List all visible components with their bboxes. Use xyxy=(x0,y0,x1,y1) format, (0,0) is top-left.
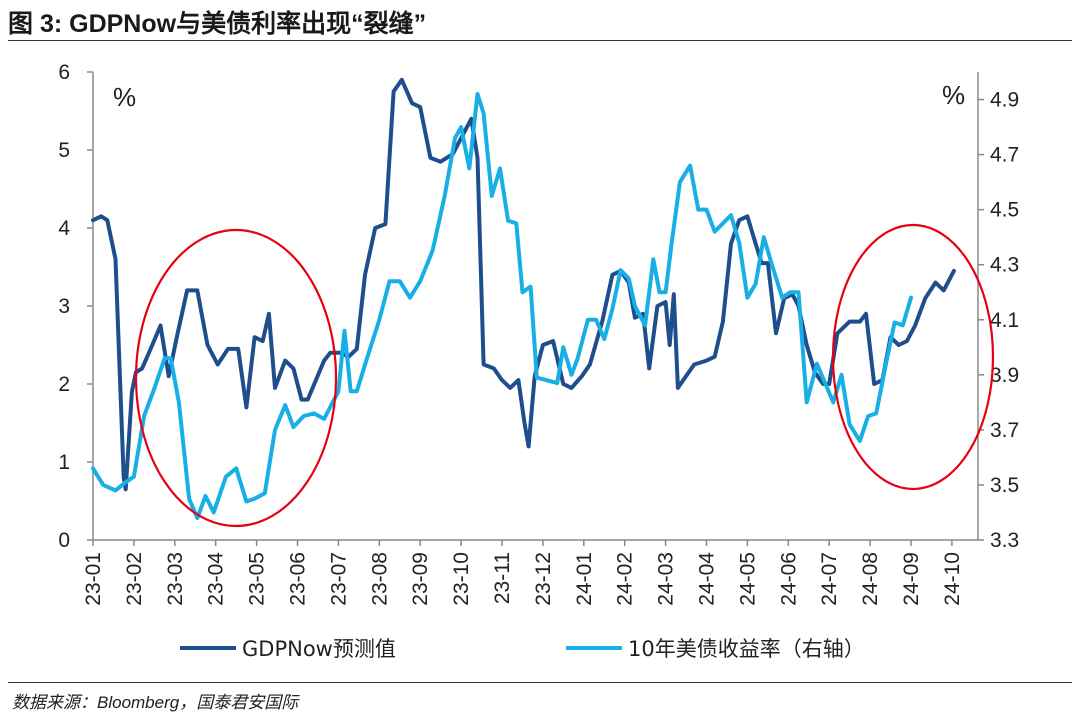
x-tick-label: 23-07 xyxy=(327,552,350,606)
x-tick-label: 23-01 xyxy=(82,552,105,606)
x-tick-label: 24-06 xyxy=(777,552,800,606)
right-tick-label: 3.3 xyxy=(990,529,1019,552)
x-tick-label: 23-09 xyxy=(409,552,432,606)
highlight-ellipse-2024 xyxy=(831,223,995,491)
x-tick-label: 23-10 xyxy=(450,552,473,606)
right-tick-label: 4.9 xyxy=(990,89,1019,112)
x-tick-label: 24-09 xyxy=(900,552,923,606)
left-tick-label: 5 xyxy=(58,139,70,162)
legend-label-treasury: 10年美债收益率（右轴） xyxy=(628,637,865,661)
chart-axes: 0 1 2 3 4 5 6 3.3 3.5 3.7 3.9 4.1 4.3 4.5 4.7 4.9% % 23-0… xyxy=(58,61,1019,606)
x-tick-label: 23-06 xyxy=(287,552,310,606)
x-tick-label: 24-07 xyxy=(818,552,841,606)
left-tick-label: 6 xyxy=(58,61,70,84)
chart-legend: GDPNow预测值 10年美债收益率（右轴） xyxy=(180,637,865,661)
right-tick-label: 4.3 xyxy=(990,254,1019,277)
source-rule xyxy=(8,682,1072,683)
x-tick-label: 23-05 xyxy=(246,552,269,606)
right-tick-label: 3.7 xyxy=(990,419,1019,442)
title-rule xyxy=(8,40,1072,41)
x-tick-label: 23-08 xyxy=(368,552,391,606)
treasury-10y-series-line xyxy=(91,92,913,520)
chart-annotations xyxy=(134,223,995,528)
right-tick-label: 3.5 xyxy=(990,474,1019,497)
highlight-ellipse-2023 xyxy=(134,228,338,528)
x-tick-label: 23-04 xyxy=(205,552,228,606)
x-tick-label: 23-11 xyxy=(491,552,514,604)
x-tick-label: 23-02 xyxy=(123,552,146,606)
x-tick-label: 24-03 xyxy=(655,552,678,606)
x-tick-label: 24-08 xyxy=(859,552,882,606)
left-tick-label: 0 xyxy=(58,529,70,552)
x-tick-label: 23-03 xyxy=(164,552,187,606)
line-chart: 0 1 2 3 4 5 6 3.3 3.5 3.7 3.9 4.1 4.3 4.5 4.7 4.9% % 23-0… xyxy=(58,61,1019,661)
x-tick-label: 24-10 xyxy=(941,552,964,606)
right-tick-label: 4.1 xyxy=(990,309,1019,332)
right-axis-unit: % xyxy=(942,80,965,110)
x-tick-label: 23-12 xyxy=(532,552,555,606)
left-tick-label: 3 xyxy=(58,295,70,318)
right-tick-label: 3.9 xyxy=(990,364,1019,387)
chart-series xyxy=(91,77,956,520)
source-note: 数据来源：Bloomberg，国泰君安国际 xyxy=(12,693,299,712)
figure-title: 图 3: GDPNow与美债利率出现“裂缝” xyxy=(8,10,427,38)
left-tick-label: 1 xyxy=(58,451,70,474)
x-tick-label: 24-01 xyxy=(573,552,596,606)
left-tick-label: 2 xyxy=(58,373,70,396)
left-tick-label: 4 xyxy=(58,217,70,240)
right-tick-label: 4.7 xyxy=(990,144,1019,167)
right-tick-label: 4.5 xyxy=(990,199,1019,222)
x-tick-label: 24-05 xyxy=(736,552,759,606)
x-tick-label: 24-02 xyxy=(614,552,637,606)
x-tick-label: 24-04 xyxy=(696,552,719,606)
legend-label-gdpnow: GDPNow预测值 xyxy=(242,637,396,661)
left-axis-unit: % xyxy=(113,82,136,112)
